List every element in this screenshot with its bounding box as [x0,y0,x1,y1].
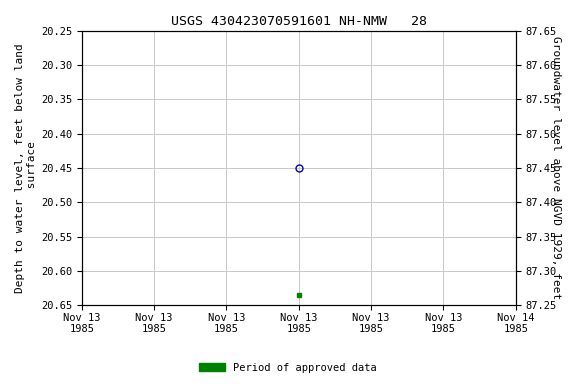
Title: USGS 430423070591601 NH-NMW   28: USGS 430423070591601 NH-NMW 28 [171,15,427,28]
Y-axis label: Depth to water level, feet below land
 surface: Depth to water level, feet below land su… [15,43,37,293]
Y-axis label: Groundwater level above NGVD 1929, feet: Groundwater level above NGVD 1929, feet [551,36,561,300]
Legend: Period of approved data: Period of approved data [195,359,381,377]
